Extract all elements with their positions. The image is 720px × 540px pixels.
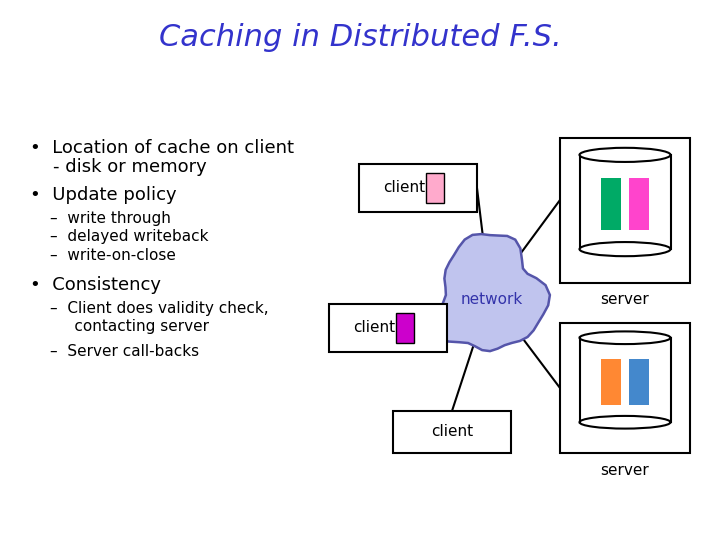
Text: –  Server call-backs: – Server call-backs <box>50 345 199 360</box>
Bar <box>601 359 621 405</box>
Text: •  Update policy: • Update policy <box>30 186 176 204</box>
Bar <box>560 138 690 282</box>
Ellipse shape <box>580 242 670 256</box>
Bar <box>601 178 621 230</box>
Text: •  Location of cache on client: • Location of cache on client <box>30 139 294 157</box>
Text: client: client <box>353 321 395 335</box>
Polygon shape <box>435 234 550 351</box>
Bar <box>629 178 649 230</box>
Text: •  Consistency: • Consistency <box>30 276 161 294</box>
Text: –  write through: – write through <box>50 211 171 226</box>
Ellipse shape <box>580 416 670 429</box>
Text: –  write-on-close: – write-on-close <box>50 248 176 264</box>
Text: –  delayed writeback: – delayed writeback <box>50 230 209 245</box>
Text: network: network <box>461 293 523 307</box>
Bar <box>359 164 477 212</box>
Bar <box>396 313 414 343</box>
Text: client: client <box>431 424 473 440</box>
Text: client: client <box>383 180 425 195</box>
Text: Caching in Distributed F.S.: Caching in Distributed F.S. <box>158 24 562 52</box>
Bar <box>629 359 649 405</box>
Text: server: server <box>600 293 649 307</box>
Bar <box>580 338 670 422</box>
Bar <box>580 155 670 249</box>
Bar <box>329 304 447 352</box>
Bar <box>560 323 690 453</box>
Ellipse shape <box>580 148 670 162</box>
Text: - disk or memory: - disk or memory <box>30 158 207 176</box>
Bar <box>426 173 444 203</box>
Text: contacting server: contacting server <box>50 320 209 334</box>
Bar <box>393 411 511 453</box>
Ellipse shape <box>580 332 670 344</box>
Text: server: server <box>600 463 649 478</box>
Text: –  Client does validity check,: – Client does validity check, <box>50 300 269 315</box>
